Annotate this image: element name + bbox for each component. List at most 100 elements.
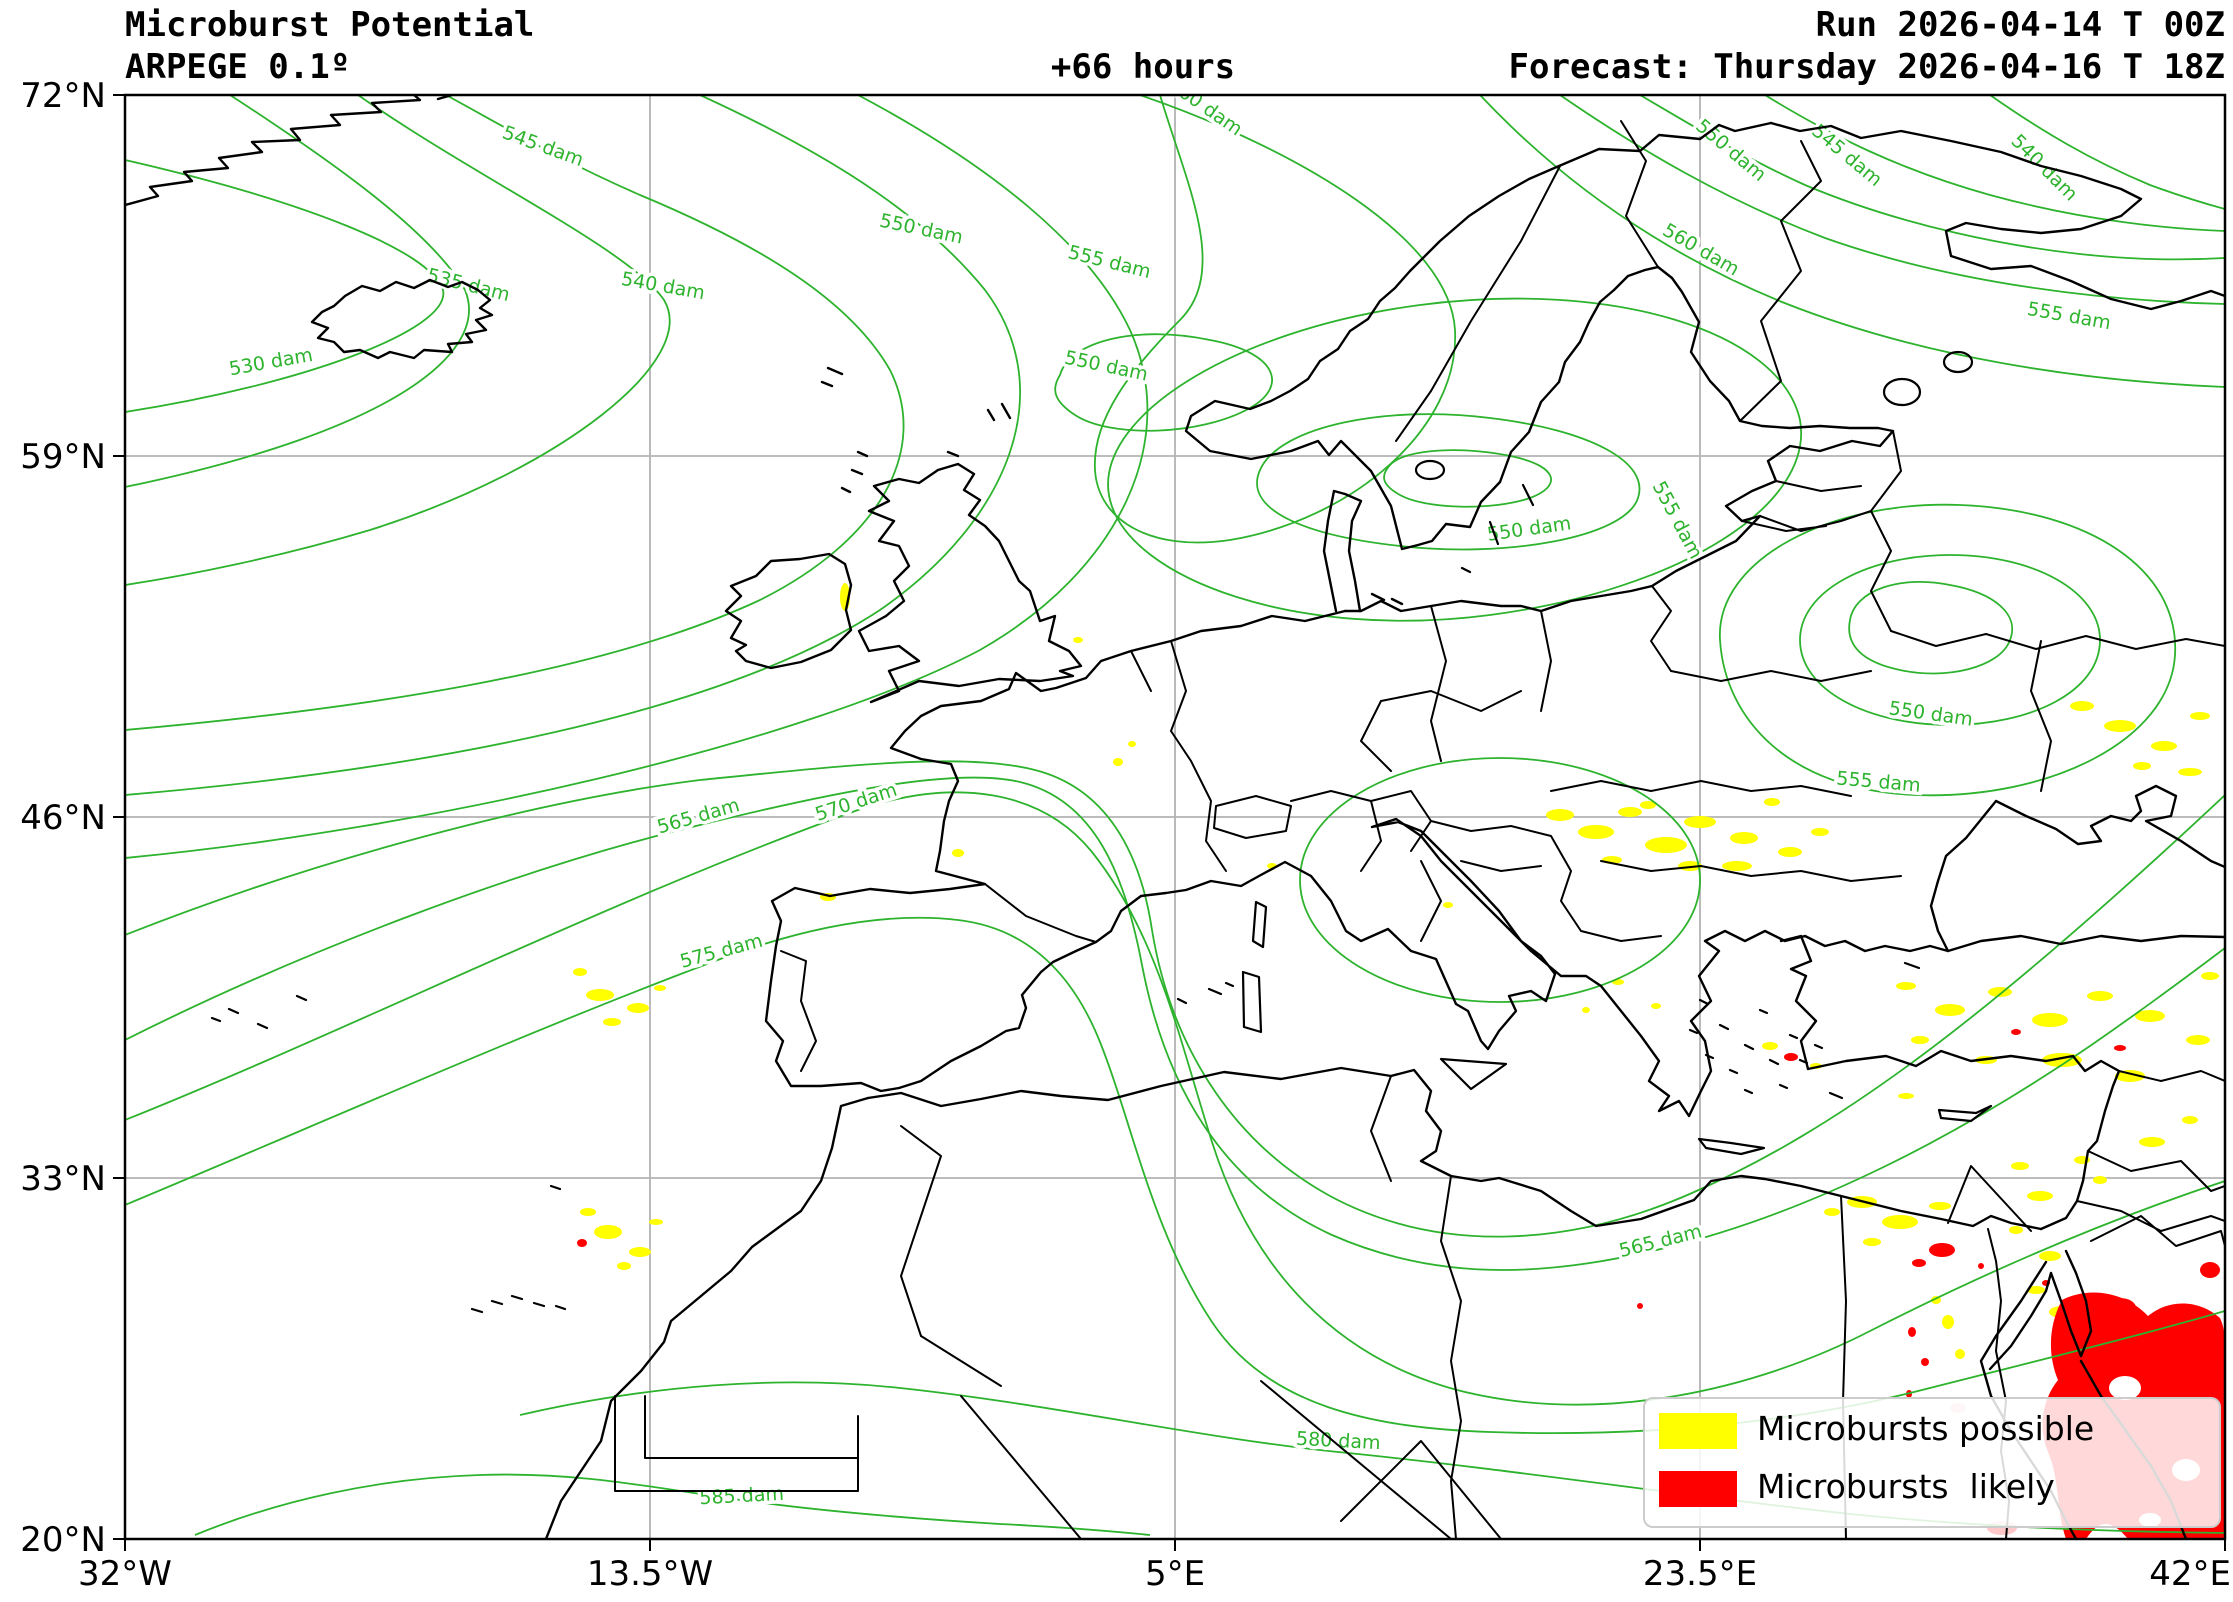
contour-line-550 <box>125 95 1021 796</box>
microburst-possible-cell <box>2186 1035 2210 1045</box>
microburst-possible-cell <box>1882 1215 1918 1229</box>
microburst-possible-cell <box>2182 1116 2198 1124</box>
microburst-possible-cell <box>1546 809 1574 821</box>
contour-line-550 <box>1639 95 2225 261</box>
microburst-possible-cell <box>594 1225 622 1239</box>
microburst-possible-cell <box>2039 1251 2061 1261</box>
lead-time-label: +66 hours <box>1050 47 1236 87</box>
microburst-likely-cell <box>577 1239 587 1247</box>
contour-line-545 <box>125 95 905 731</box>
contour-line-555 <box>1719 503 2176 797</box>
coastline-europe <box>764 609 2225 1118</box>
basemap-coastlines <box>125 95 2225 1539</box>
microburst-possible-cell <box>1811 828 1829 836</box>
lon-tick-label: 23.5°E <box>1643 1554 1757 1594</box>
model-subtitle: ARPEGE 0.1º <box>125 47 351 87</box>
microburst-possible-cell <box>1896 982 1916 990</box>
forecast-valid-label: Forecast: Thursday 2026-04-16 T 18Z <box>1508 47 2225 87</box>
lon-tick-label: 32°W <box>78 1554 172 1594</box>
possible-swatch <box>1659 1413 1737 1449</box>
contour-line-545 <box>1848 581 2013 675</box>
contour-label: 565 dam <box>1617 1220 1704 1262</box>
contour-line-535 <box>125 95 470 488</box>
contour-label: 555 dam <box>2026 298 2113 334</box>
microburst-possible-cell <box>2070 701 2094 711</box>
lat-tick-label: 46°N <box>20 798 106 838</box>
islands <box>210 350 1993 1314</box>
microburst-possible-cell <box>1929 1202 1951 1210</box>
coastline-faroe-shetland <box>820 366 1012 422</box>
coastline-kola-whitesea <box>1769 121 2225 311</box>
page-title: Microburst Potential <box>125 5 535 45</box>
contour-line-545 <box>1764 95 2225 232</box>
microburst-possible-cell <box>1863 1238 1881 1246</box>
coastline-denmark <box>1322 489 1404 613</box>
microburst-possible-cell <box>1955 1349 1965 1359</box>
contour-line-530 <box>125 159 445 413</box>
microburst-possible-cell <box>2093 1176 2107 1184</box>
microburst-likely-cell <box>2114 1045 2126 1051</box>
contour-label: 575 dam <box>678 930 765 973</box>
microburst-possible-cell <box>2133 762 2151 770</box>
microburst-possible-cell <box>1730 832 1758 844</box>
possible-label: Microbursts possible <box>1757 1409 2095 1448</box>
microburst-possible-cell <box>603 1018 621 1026</box>
microburst-possible-cell <box>2027 1286 2045 1294</box>
microburst-possible-cell <box>1988 987 2012 997</box>
microburst-possible-cell <box>1640 801 1656 809</box>
microburst-possible-cell <box>1582 1007 1590 1013</box>
microburst-possible-cell <box>1113 758 1123 766</box>
lon-tick-label: 5°E <box>1145 1554 1205 1594</box>
contour-line-550 <box>1383 449 1552 508</box>
legend-item-possible: Microbursts possible <box>1645 1409 2219 1453</box>
microburst-possible-cell <box>2139 1137 2165 1147</box>
microburst-possible-cell <box>654 985 666 991</box>
run-time-label: Run 2026-04-14 T 00Z <box>1815 5 2225 45</box>
contour-label: 560 dam <box>1165 74 1247 141</box>
coastline-scandinavia <box>1184 121 1895 613</box>
lon-tick-label: 13.5°W <box>587 1554 713 1594</box>
microburst-possible-cell <box>1935 1004 1965 1016</box>
microburst-likely-cell <box>1908 1327 1916 1337</box>
contour-line-570 <box>125 791 2225 1406</box>
microburst-possible-cell <box>2104 720 2136 732</box>
contour-line-550 <box>1799 554 2101 726</box>
microburst-possible-cell <box>2032 1013 2068 1027</box>
contour-line-560 <box>125 760 2225 1238</box>
likely-label: Microbursts likely <box>1757 1467 2055 1506</box>
microburst-possible-cell <box>1778 847 1802 857</box>
microburst-possible-cell <box>1651 1003 1661 1009</box>
microburst-possible-cell <box>586 989 614 1001</box>
contour-line-555 <box>1559 95 2225 305</box>
contour-label: 545 dam <box>500 122 587 172</box>
microburst-possible-cell <box>1722 861 1752 871</box>
microburst-possible-cell <box>573 968 587 976</box>
contour-label: 560 dam <box>1659 219 1743 280</box>
contour-line-555 <box>1299 757 1701 1003</box>
microburst-possible-cell <box>2135 1010 2165 1022</box>
microburst-possible-cell <box>627 1003 649 1013</box>
contour-label: 585 dam <box>699 1483 785 1509</box>
microburst-possible-cell <box>580 1208 596 1216</box>
lat-tick-label: 59°N <box>20 437 106 477</box>
likely-swatch <box>1659 1471 1737 1507</box>
contour-label: 555 dam <box>1648 478 1707 563</box>
microburst-likely-cell <box>1637 1303 1643 1309</box>
contour-label: 550 dam <box>878 210 965 249</box>
microburst-possible-cell <box>1073 637 1083 643</box>
microburst-possible-cell <box>617 1262 631 1270</box>
contour-label: 550 dam <box>1063 347 1150 386</box>
microburst-possible-cell <box>2178 768 2202 776</box>
microburst-possible-cell <box>1911 1036 1929 1044</box>
contour-line-540 <box>125 95 671 586</box>
contour-line-550 <box>1256 413 1641 551</box>
microburst-possible-cell <box>1898 1093 1914 1099</box>
legend-item-likely: Microbursts likely <box>1645 1467 2219 1511</box>
coastline-blacksea <box>1929 784 2225 953</box>
coastline-britain <box>857 462 1083 704</box>
microburst-possible-cell <box>952 849 964 857</box>
microburst-possible-cell <box>1128 741 1136 747</box>
microburst-possible-cell <box>1764 798 1780 806</box>
contour-line-555 <box>1107 297 1803 622</box>
